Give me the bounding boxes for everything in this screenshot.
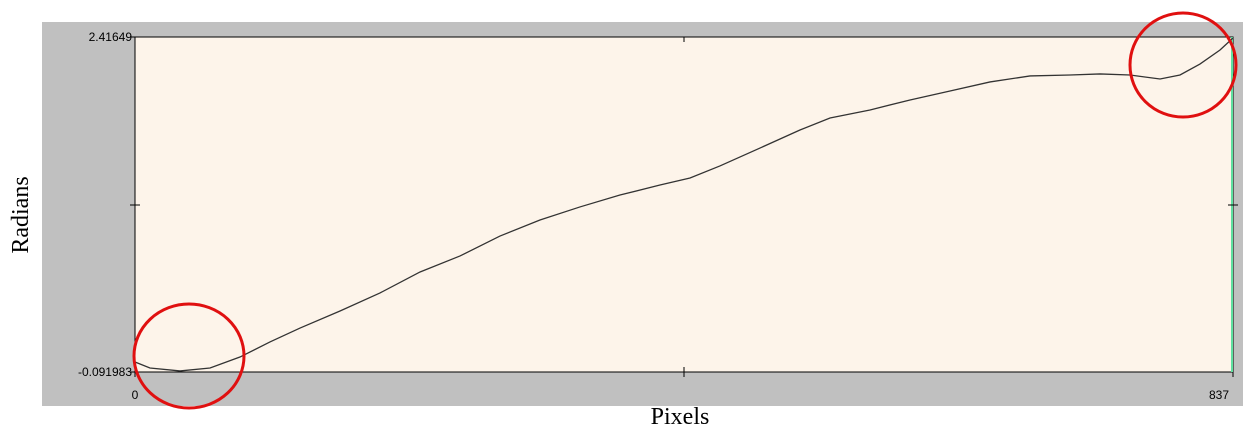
- y-axis-label: Radians: [8, 176, 34, 253]
- highlight-circle: [132, 302, 246, 410]
- highlight-circle: [1128, 11, 1238, 119]
- marks: -0.091983 2.41649 0 837: [78, 30, 1234, 402]
- y-tick-label: -0.091983: [78, 365, 132, 379]
- x-tick-label: 0: [132, 388, 139, 402]
- x-axis-label: Pixels: [651, 404, 710, 430]
- plot-area: [134, 36, 1234, 373]
- x-tick-label: 837: [1209, 388, 1229, 402]
- data-line: [134, 37, 1234, 372]
- y-tick-label: 2.41649: [89, 30, 133, 44]
